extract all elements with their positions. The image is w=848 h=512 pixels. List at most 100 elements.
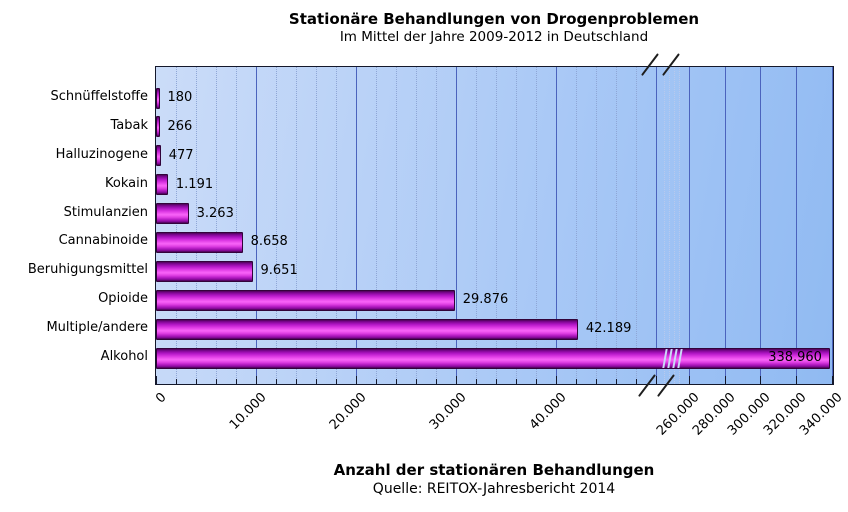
bar-Stimulanzien — [156, 203, 189, 225]
grid-minor-line — [516, 67, 517, 384]
axis-major-tick — [556, 376, 557, 384]
category-label-Schnüffelstoffe: Schnüffelstoffe — [50, 89, 148, 104]
plot-area: 180 266 477 1.191 3.263 8.658 9.651 29.876 42.18… — [155, 66, 834, 385]
axis-minor-tick — [216, 379, 217, 384]
grid-major-line — [724, 67, 726, 384]
grid-minor-line — [376, 67, 377, 384]
grid-major-line — [456, 67, 457, 384]
x-tick-label: 10.000 — [226, 390, 270, 433]
axis-minor-tick — [276, 379, 277, 384]
grid-minor-line — [576, 67, 577, 384]
axis-minor-tick — [596, 379, 597, 384]
grid-major-line — [656, 67, 657, 384]
axis-minor-tick — [336, 379, 337, 384]
axis-minor-tick — [576, 379, 577, 384]
x-axis-title: Anzahl der stationären Behandlungen — [333, 461, 655, 479]
axis-major-tick — [760, 376, 762, 384]
category-label-Tabak: Tabak — [110, 117, 148, 133]
grid-minor-line — [196, 67, 197, 384]
axis-minor-tick — [296, 379, 297, 384]
category-label-Beruhigungsmittel: Beruhigungsmittel — [27, 262, 148, 278]
grid-major-line — [796, 67, 798, 384]
axis-major-tick — [831, 376, 833, 384]
axis-minor-tick — [376, 379, 377, 384]
value-label: 42.189 — [585, 321, 632, 337]
axis-minor-tick — [516, 379, 517, 384]
grid-major-line — [760, 67, 762, 384]
category-label-Halluzinogene: Halluzinogene — [55, 146, 148, 162]
category-label-Alkohol: Alkohol — [100, 349, 148, 364]
axis-minor-tick — [236, 379, 237, 384]
category-label-Multiple/andere: Multiple/andere — [46, 320, 148, 336]
axis-major-tick — [156, 376, 157, 384]
bar-Cannabinoide — [156, 231, 243, 253]
x-tick-label: 40.000 — [526, 390, 570, 433]
grid-minor-line — [296, 67, 297, 384]
value-label: 29.876 — [462, 292, 509, 308]
grid-minor-line — [216, 67, 217, 384]
axis-minor-tick — [636, 379, 637, 384]
bar-Opioide — [156, 289, 455, 311]
grid-major-line — [256, 67, 257, 384]
x-tick-label: 0 — [153, 390, 170, 407]
grid-minor-line — [176, 67, 177, 384]
value-label: 477 — [168, 147, 194, 163]
chart-title: Stationäre Behandlungen von Drogenproble… — [288, 10, 700, 28]
bar-Kokain — [156, 174, 168, 196]
axis-minor-tick — [436, 379, 437, 384]
axis-major-tick — [456, 376, 457, 384]
axis-major-tick — [356, 376, 357, 384]
value-label: 180 — [167, 90, 193, 105]
grid-minor-line — [476, 67, 477, 384]
grid-major-line — [356, 67, 357, 384]
bar-Schnüffelstoffe — [156, 87, 160, 109]
bar-Alkohol — [156, 347, 830, 369]
axis-minor-tick — [536, 379, 537, 384]
source-caption: Quelle: REITOX-Jahresbericht 2014 — [372, 481, 616, 497]
axis-break-dotted-line — [664, 67, 665, 384]
axis-major-tick — [656, 376, 657, 384]
value-label: 266 — [167, 118, 193, 134]
bar-Halluzinogene — [156, 145, 161, 167]
axis-minor-tick — [396, 379, 397, 384]
grid-minor-line — [536, 67, 537, 384]
axis-minor-tick — [416, 379, 417, 384]
grid-minor-line — [436, 67, 437, 384]
axis-major-tick — [689, 376, 690, 384]
bar-Multiple/andere — [156, 318, 578, 340]
x-tick-label: 30.000 — [426, 390, 470, 433]
grid-minor-line — [236, 67, 237, 384]
axis-minor-tick — [196, 379, 197, 384]
grid-minor-line — [416, 67, 417, 384]
category-label-Opioide: Opioide — [98, 291, 148, 307]
x-tick-label: 20.000 — [326, 390, 370, 433]
grid-minor-line — [616, 67, 617, 384]
category-label-Stimulanzien: Stimulanzien — [63, 204, 148, 220]
grid-minor-line — [636, 67, 637, 384]
grid-minor-line — [396, 67, 397, 384]
axis-break-dotted-line — [669, 67, 670, 384]
grid-major-line — [556, 67, 557, 384]
value-label: 1.191 — [175, 176, 214, 192]
value-label: 9.651 — [260, 263, 298, 279]
axis-major-tick — [256, 376, 257, 384]
category-label-Cannabinoide: Cannabinoide — [58, 233, 148, 249]
axis-major-tick — [724, 376, 726, 384]
axis-major-tick — [796, 376, 798, 384]
axis-minor-tick — [316, 379, 317, 384]
grid-major-line — [689, 67, 690, 384]
value-label: 338.960 — [768, 350, 822, 365]
grid-minor-line — [276, 67, 277, 384]
category-label-Kokain: Kokain — [105, 175, 148, 191]
chart-subtitle: Im Mittel der Jahre 2009-2012 in Deutsch… — [339, 29, 649, 45]
grid-minor-line — [596, 67, 597, 384]
axis-break-dotted-line — [674, 67, 675, 384]
grid-minor-line — [316, 67, 317, 384]
value-label: 3.263 — [196, 205, 234, 221]
axis-break-dotted-line — [679, 67, 680, 384]
bar-Tabak — [156, 116, 160, 138]
axis-minor-tick — [496, 379, 497, 384]
axis-minor-tick — [176, 379, 177, 384]
value-label: 8.658 — [250, 234, 288, 250]
